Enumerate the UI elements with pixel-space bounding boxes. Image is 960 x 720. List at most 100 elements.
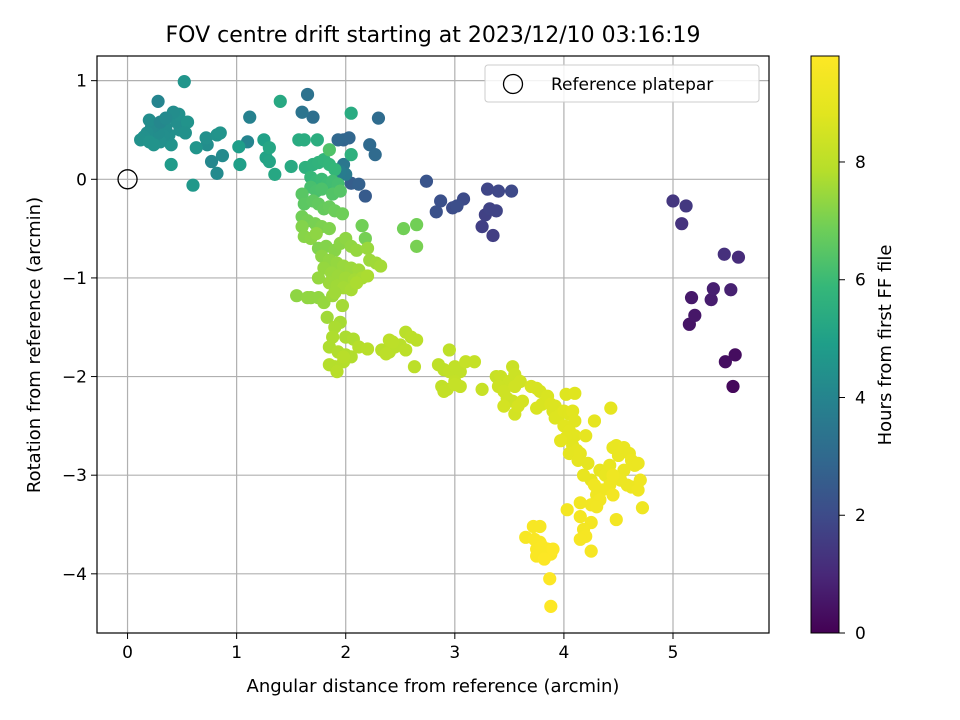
data-point <box>295 187 309 201</box>
data-point <box>142 113 156 127</box>
data-point <box>342 131 356 145</box>
data-point <box>232 140 246 154</box>
data-point <box>609 512 623 527</box>
data-point <box>262 141 276 155</box>
data-point <box>300 87 315 102</box>
data-point <box>336 350 351 364</box>
data-point <box>311 271 326 285</box>
data-point <box>688 308 702 323</box>
data-point <box>584 544 598 558</box>
colorbar-tick-label: 4 <box>855 388 866 408</box>
x-tick-label: 3 <box>449 643 460 663</box>
data-point <box>537 552 551 566</box>
data-point <box>450 199 464 213</box>
data-point <box>679 199 693 213</box>
data-point <box>233 157 247 172</box>
colorbar-tick-label: 2 <box>855 506 866 526</box>
legend: Reference platepar <box>484 64 760 103</box>
data-points <box>134 75 746 613</box>
data-point <box>189 141 203 155</box>
legend-marker <box>502 73 524 95</box>
data-point <box>631 456 645 470</box>
data-point <box>486 228 500 243</box>
data-point <box>358 189 372 203</box>
data-point <box>322 222 336 236</box>
data-point <box>151 94 165 108</box>
colorbar-tick-label: 8 <box>855 153 866 173</box>
colorbar-ticks: 0 2 4 6 8 <box>839 153 866 644</box>
data-point <box>604 401 618 415</box>
data-point <box>635 501 650 515</box>
data-point <box>633 473 647 487</box>
data-point <box>587 414 602 428</box>
plot-frame <box>96 55 770 634</box>
data-point <box>164 138 178 152</box>
data-point <box>210 166 224 180</box>
data-point <box>180 115 195 129</box>
data-point <box>410 218 424 232</box>
y-tick-label: 0 <box>76 170 87 190</box>
data-point <box>728 348 742 362</box>
data-point <box>358 231 372 246</box>
data-point <box>371 111 386 125</box>
colorbar-label: Hours from first FF file <box>875 245 896 446</box>
data-point <box>186 178 200 192</box>
data-point <box>407 360 422 374</box>
data-point <box>147 138 161 152</box>
data-point <box>419 174 434 188</box>
data-point <box>504 184 519 198</box>
data-point <box>322 143 336 157</box>
data-point <box>724 283 738 297</box>
data-point <box>566 404 580 418</box>
data-point <box>215 149 230 163</box>
data-point <box>666 194 680 208</box>
data-point <box>513 374 527 389</box>
data-point <box>515 394 530 408</box>
y-tick-label: −2 <box>62 368 87 388</box>
data-point <box>560 503 574 517</box>
data-point <box>360 342 375 356</box>
data-point <box>568 386 582 400</box>
data-point <box>434 194 448 208</box>
data-point <box>429 205 443 219</box>
data-point <box>328 162 342 177</box>
data-point <box>204 154 219 169</box>
data-point <box>284 159 298 174</box>
data-point <box>344 106 358 120</box>
data-point <box>295 105 309 119</box>
data-point <box>352 177 366 191</box>
data-point <box>491 184 506 198</box>
x-tick-label: 4 <box>558 643 569 663</box>
data-point <box>243 110 257 124</box>
data-point <box>320 310 334 324</box>
data-point <box>573 510 587 524</box>
data-point <box>159 111 173 125</box>
data-point <box>177 75 191 89</box>
data-point <box>335 207 350 221</box>
data-point <box>467 355 482 369</box>
data-point <box>497 399 511 413</box>
y-tick-label: 1 <box>76 72 87 92</box>
chart-title: FOV centre drift starting at 2023/12/10 … <box>166 23 701 48</box>
data-point <box>333 184 347 198</box>
data-point <box>489 204 503 218</box>
data-point <box>178 126 192 140</box>
data-point <box>368 148 382 162</box>
data-point <box>573 496 587 510</box>
data-point <box>631 483 645 497</box>
data-point <box>717 247 731 261</box>
x-tick-label: 5 <box>668 643 679 663</box>
data-point <box>310 133 324 147</box>
x-axis: 0 1 2 3 4 5 <box>122 633 678 663</box>
y-tick-label: −3 <box>62 466 87 486</box>
data-point <box>554 434 568 448</box>
data-point <box>410 333 424 347</box>
data-point <box>675 217 689 231</box>
data-point <box>684 291 699 305</box>
data-point <box>726 379 740 394</box>
data-point <box>587 478 602 492</box>
x-tick-label: 0 <box>122 643 133 663</box>
data-point <box>706 282 720 296</box>
data-point <box>350 243 364 257</box>
